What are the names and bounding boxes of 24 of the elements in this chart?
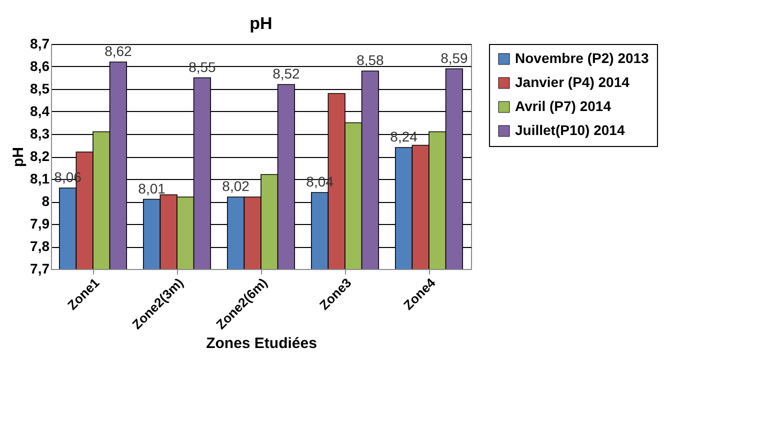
y-tick-label: 8,3	[30, 126, 50, 142]
data-label: 8,01	[138, 180, 166, 196]
y-tick-label: 8,6	[30, 58, 50, 74]
data-label: 8,58	[356, 52, 384, 68]
y-tick-label: 8	[42, 193, 50, 209]
data-label: 8,59	[440, 50, 468, 66]
y-tick-label: 8,2	[30, 148, 50, 164]
data-label: 8,62	[104, 43, 132, 59]
y-tick-label: 8,7	[30, 36, 50, 52]
y-tick-label: 8,1	[30, 170, 50, 186]
y-axis-title: pH	[10, 147, 28, 167]
y-tick-label: 7,7	[30, 260, 50, 276]
chart-title: pH	[250, 14, 272, 33]
legend-label: Novembre (P2) 2013	[515, 50, 650, 66]
data-label: 8,52	[272, 66, 300, 82]
legend-label: Janvier (P4) 2014	[515, 74, 630, 90]
legend-label: Juillet(P10) 2014	[515, 122, 625, 138]
y-tick-label: 7,8	[30, 238, 50, 254]
y-tick-label: 7,9	[30, 216, 50, 232]
legend-label: Avril (P7) 2014	[515, 98, 612, 114]
x-axis-title: Zones Etudiées	[206, 335, 317, 352]
data-label: 8,02	[222, 178, 250, 194]
y-tick-label: 8,4	[30, 103, 50, 119]
y-tick-label: 8,5	[30, 80, 50, 96]
